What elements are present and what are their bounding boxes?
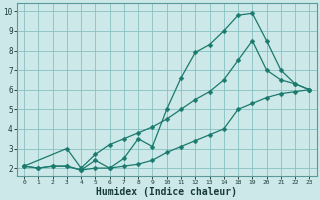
X-axis label: Humidex (Indice chaleur): Humidex (Indice chaleur) [96, 186, 237, 197]
